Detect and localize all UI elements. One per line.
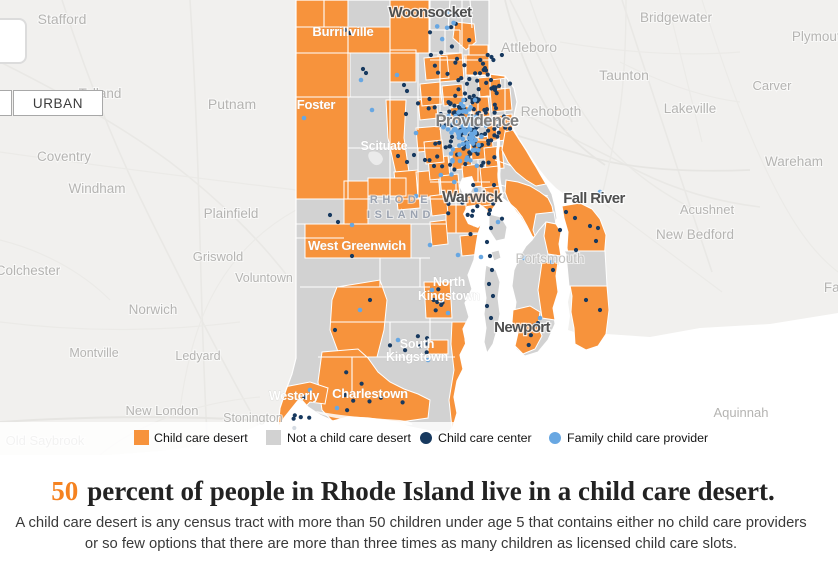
svg-text:West Greenwich: West Greenwich — [308, 238, 406, 253]
svg-text:Foster: Foster — [297, 97, 336, 112]
svg-text:Fall River: Fall River — [563, 190, 625, 207]
svg-text:Voluntown: Voluntown — [235, 271, 293, 285]
svg-text:North: North — [433, 275, 465, 289]
svg-text:Norwich: Norwich — [129, 302, 178, 317]
svg-text:Attleboro: Attleboro — [501, 39, 557, 55]
svg-text:Griswold: Griswold — [193, 249, 244, 264]
svg-text:Wareham: Wareham — [765, 154, 823, 169]
svg-text:Plymouth: Plymouth — [792, 29, 838, 44]
svg-text:RHODE: RHODE — [370, 194, 432, 206]
svg-text:New London: New London — [126, 403, 199, 418]
svg-text:ISLAND: ISLAND — [367, 209, 435, 221]
svg-text:Lakeville: Lakeville — [664, 101, 717, 116]
svg-text:Aquinnah: Aquinnah — [714, 405, 769, 420]
svg-text:Montville: Montville — [69, 346, 118, 360]
svg-text:Falmouth: Falmouth — [824, 280, 838, 295]
svg-text:Burrillville: Burrillville — [312, 24, 373, 39]
svg-text:Plainfield: Plainfield — [204, 206, 259, 221]
svg-text:Putnam: Putnam — [208, 96, 256, 112]
svg-text:Kingstown: Kingstown — [386, 350, 448, 364]
svg-text:Kingstown: Kingstown — [418, 289, 480, 303]
svg-text:Rehoboth: Rehoboth — [521, 103, 582, 119]
svg-text:Portsmouth: Portsmouth — [515, 251, 584, 266]
svg-text:Westerly: Westerly — [269, 389, 320, 403]
svg-text:Providence: Providence — [436, 112, 519, 130]
svg-text:New Bedford: New Bedford — [656, 227, 734, 242]
svg-text:Charlestown: Charlestown — [332, 386, 408, 401]
svg-text:Woonsocket: Woonsocket — [389, 4, 473, 21]
svg-text:South: South — [400, 337, 434, 351]
svg-text:Ledyard: Ledyard — [175, 349, 220, 363]
svg-text:Windham: Windham — [68, 181, 125, 196]
svg-text:Coventry: Coventry — [37, 149, 91, 164]
svg-text:Scituate: Scituate — [360, 139, 407, 153]
svg-text:Newport: Newport — [494, 319, 550, 336]
svg-text:Colchester: Colchester — [0, 263, 61, 278]
svg-text:Carver: Carver — [752, 78, 792, 93]
svg-text:Warwick: Warwick — [442, 189, 503, 206]
svg-text:Taunton: Taunton — [599, 67, 649, 83]
svg-text:Bridgewater: Bridgewater — [640, 10, 713, 25]
svg-text:Stafford: Stafford — [38, 11, 87, 27]
svg-text:Acushnet: Acushnet — [680, 202, 735, 217]
